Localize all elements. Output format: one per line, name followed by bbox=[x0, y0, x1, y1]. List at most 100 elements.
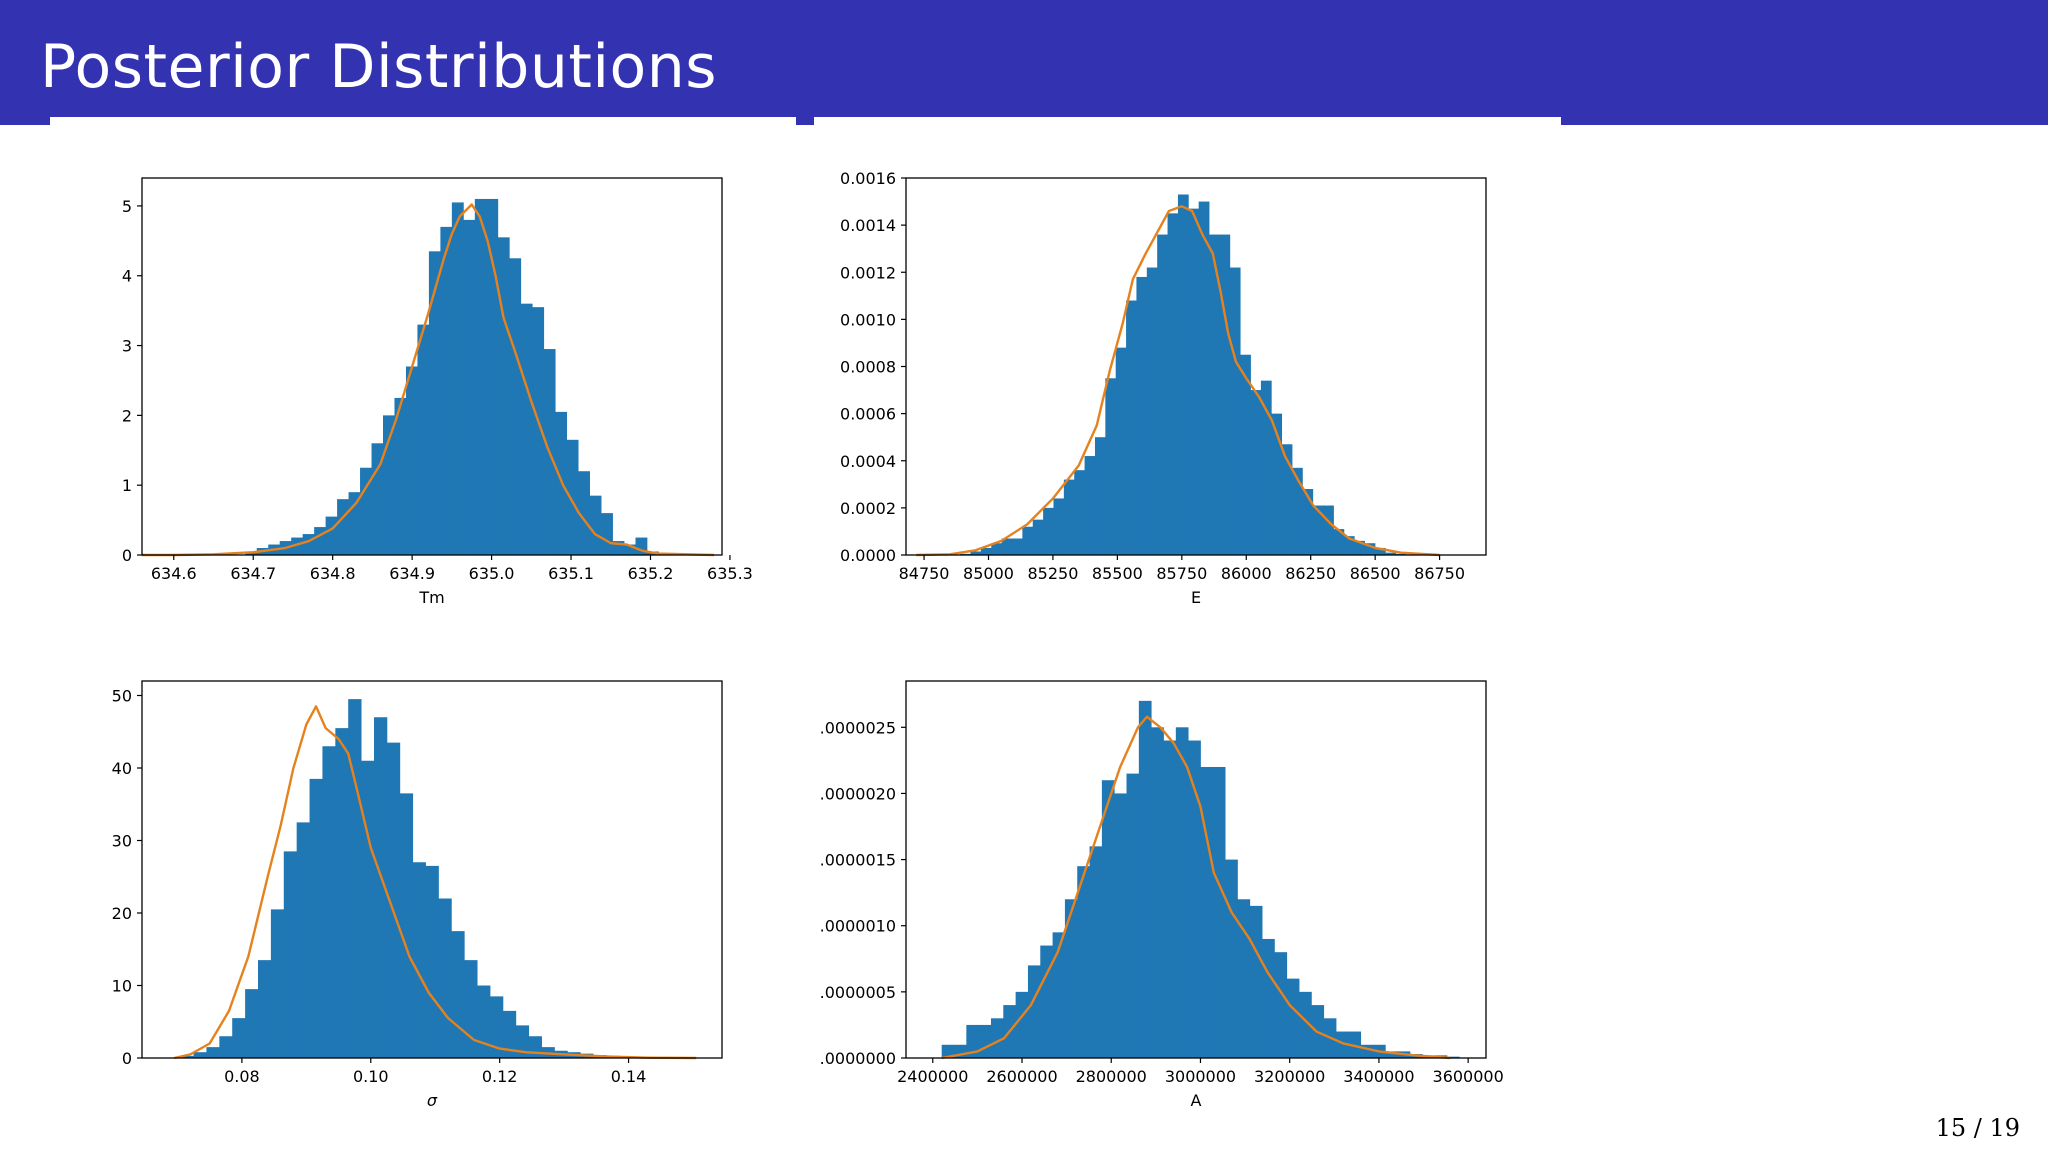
histogram-bar bbox=[1040, 945, 1053, 1058]
y-tick-label: 0.0000 bbox=[840, 546, 896, 565]
histogram-bar bbox=[219, 1036, 233, 1058]
histogram-bar bbox=[417, 324, 430, 555]
histogram-bar bbox=[322, 746, 336, 1058]
histogram-bar bbox=[1101, 780, 1115, 1058]
histogram-bar bbox=[1077, 866, 1090, 1058]
histogram-bar bbox=[309, 778, 323, 1059]
histogram-bar bbox=[335, 728, 349, 1059]
kde-curve bbox=[142, 203, 715, 557]
y-tick-label: .0000015 bbox=[820, 851, 896, 870]
histogram-bar bbox=[1198, 201, 1210, 555]
histogram-sigma: 0.08 0.10 0.12 0.14 0 10 20 30 40 50 σ bbox=[112, 680, 723, 1110]
histogram-bar bbox=[337, 499, 349, 555]
histogram-bar bbox=[515, 1025, 530, 1059]
y-tick-label: 0.0006 bbox=[840, 405, 896, 424]
x-tick-label: 0.12 bbox=[482, 1067, 518, 1086]
x-tick-label: 86500 bbox=[1350, 564, 1401, 583]
histogram-bar bbox=[520, 303, 533, 555]
histogram-bar bbox=[1250, 390, 1262, 555]
histogram-bar bbox=[1302, 489, 1314, 555]
histogram-bar bbox=[1175, 727, 1189, 1058]
histogram-bar bbox=[451, 931, 465, 1059]
histogram-bar bbox=[180, 1055, 194, 1058]
histogram-bar bbox=[1323, 505, 1334, 555]
x-tick-label: 3000000 bbox=[1165, 1067, 1236, 1086]
histogram-bar bbox=[1074, 470, 1085, 555]
histogram-bar bbox=[1336, 1031, 1349, 1058]
x-axis-label: A bbox=[1191, 1091, 1202, 1110]
y-tick-label: 1 bbox=[122, 476, 132, 495]
y-tick-label: .0000025 bbox=[820, 718, 896, 737]
histogram-bar bbox=[1115, 347, 1127, 555]
histogram-e: 84750 85000 85250 85500 85750 86000 86250 86500… bbox=[840, 169, 1487, 607]
header-divider-left bbox=[50, 117, 796, 125]
histogram-bar bbox=[1188, 740, 1201, 1058]
histogram-bar bbox=[232, 1018, 246, 1059]
kde-curve bbox=[916, 205, 1440, 557]
histogram-bar bbox=[1446, 1056, 1460, 1058]
histogram-bar bbox=[635, 537, 648, 555]
histogram-bar bbox=[1015, 991, 1029, 1058]
x-tick-label: 3200000 bbox=[1254, 1067, 1325, 1086]
histogram-bar bbox=[990, 1018, 1004, 1058]
y-tick-label: .0000020 bbox=[820, 784, 896, 803]
y-tick-label: 2 bbox=[122, 406, 132, 425]
kde-curve bbox=[173, 705, 697, 1060]
x-tick-label: 0.08 bbox=[224, 1067, 260, 1086]
histogram-bar bbox=[348, 699, 362, 1059]
y-tick-label: 20 bbox=[112, 904, 132, 923]
histogram-bar bbox=[348, 492, 361, 555]
histogram-bar bbox=[405, 366, 418, 555]
histogram-bar bbox=[486, 198, 499, 555]
histogram-bar bbox=[283, 851, 298, 1059]
histogram-bar bbox=[296, 822, 310, 1059]
histogram-bar bbox=[1043, 507, 1054, 556]
histogram-bar bbox=[1022, 526, 1034, 555]
histogram-bar bbox=[1209, 234, 1220, 556]
x-tick-label: 634.8 bbox=[310, 564, 356, 583]
histogram-bar bbox=[589, 495, 602, 555]
y-tick-label: 5 bbox=[122, 197, 132, 216]
histogram-bar bbox=[1027, 965, 1041, 1058]
histogram-bar bbox=[258, 960, 272, 1059]
x-tick-label: 3600000 bbox=[1433, 1067, 1504, 1086]
histogram-bar bbox=[1052, 932, 1066, 1058]
x-tick-label: 2800000 bbox=[1076, 1067, 1147, 1086]
histogram-bar bbox=[1094, 437, 1106, 555]
histogram-bar bbox=[978, 1024, 992, 1058]
histogram-bar bbox=[440, 226, 453, 555]
histogram-bar bbox=[325, 516, 338, 555]
histogram-bar bbox=[1281, 444, 1293, 555]
x-tick-label: 635.1 bbox=[548, 564, 594, 583]
histogram-bar bbox=[1237, 899, 1251, 1058]
histogram-bar bbox=[206, 1047, 220, 1059]
x-tick-label: 86750 bbox=[1414, 564, 1465, 583]
x-tick-label: 635.3 bbox=[707, 564, 753, 583]
y-tick-label: 0.0016 bbox=[840, 169, 896, 188]
histogram-bar bbox=[371, 443, 384, 555]
x-tick-label: 635.0 bbox=[469, 564, 515, 583]
histogram-bar bbox=[1089, 846, 1103, 1058]
y-tick-label: 10 bbox=[112, 977, 132, 996]
histogram-bar bbox=[474, 198, 487, 555]
histogram-bar bbox=[1219, 234, 1231, 556]
histogram-bar bbox=[386, 742, 401, 1059]
histogram-bar bbox=[1286, 978, 1300, 1058]
histogram-bar bbox=[980, 547, 992, 555]
x-axis-label: Tm bbox=[418, 588, 444, 607]
histogram-bar bbox=[991, 543, 1003, 555]
x-axis-label: σ bbox=[427, 1091, 438, 1110]
histogram-bar bbox=[1157, 234, 1168, 556]
y-tick-label: 0.0004 bbox=[840, 452, 896, 471]
x-tick-label: 85000 bbox=[963, 564, 1014, 583]
x-axis-label: E bbox=[1191, 588, 1201, 607]
histogram-bar bbox=[1299, 991, 1312, 1058]
histogram-bar bbox=[490, 996, 504, 1059]
histogram-bar bbox=[314, 527, 327, 555]
histogram-bar bbox=[1163, 740, 1177, 1058]
histogram-bar bbox=[532, 307, 545, 555]
histogram-bar bbox=[1105, 378, 1117, 555]
histogram-bar bbox=[193, 1052, 207, 1058]
histogram-bar bbox=[1212, 766, 1226, 1058]
histogram-bar bbox=[941, 1044, 955, 1058]
